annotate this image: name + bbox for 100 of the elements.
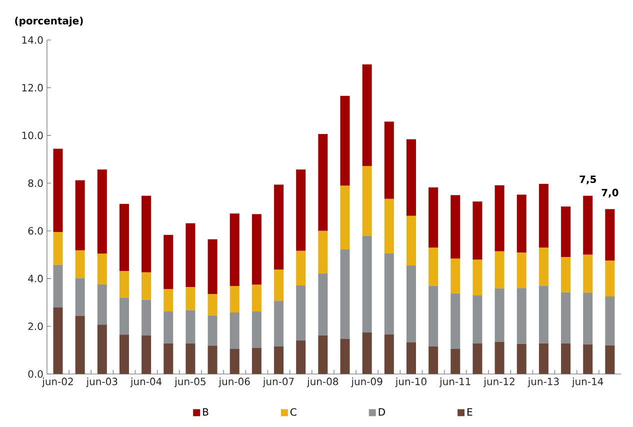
- bar: [406, 139, 416, 216]
- bar: [252, 348, 262, 374]
- bar: [296, 250, 306, 286]
- bar: [142, 272, 152, 300]
- bar: [164, 311, 174, 344]
- bar: [208, 294, 218, 316]
- bar: [75, 250, 85, 278]
- bar: [97, 170, 107, 254]
- bar: [296, 170, 306, 251]
- bar: [296, 340, 306, 374]
- bar: [538, 343, 548, 374]
- bar: [406, 216, 416, 266]
- bar: [186, 310, 196, 344]
- bar: [142, 196, 152, 272]
- bar: [318, 230, 328, 274]
- bar: [208, 346, 218, 374]
- bar: [97, 284, 107, 325]
- bar: [318, 134, 328, 231]
- bar: [450, 293, 460, 349]
- bar: [53, 307, 63, 374]
- bar: [428, 346, 438, 374]
- bar: [274, 184, 284, 270]
- bar: [362, 332, 372, 374]
- bar: [230, 213, 240, 286]
- bar: [406, 265, 416, 342]
- x-tick-label: jun-11: [439, 378, 470, 388]
- x-tick-label: jun-03: [86, 378, 118, 388]
- bar: [561, 257, 571, 292]
- bar: [516, 288, 526, 344]
- x-tick-label: jun-02: [42, 378, 73, 388]
- bar: [142, 335, 152, 374]
- bar: [428, 187, 438, 248]
- bar: [318, 335, 328, 374]
- bar: [494, 251, 504, 288]
- x-tick-label: jun-08: [306, 378, 338, 388]
- bar: [274, 270, 284, 301]
- x-tick-label: jun-04: [130, 378, 162, 388]
- bar: [230, 348, 240, 374]
- bar: [472, 296, 482, 344]
- bar: [605, 296, 615, 346]
- legend-label: B: [203, 408, 208, 416]
- bar: [53, 148, 63, 232]
- bar: [119, 298, 129, 335]
- bar: [75, 180, 85, 250]
- total-label: 7,5: [580, 176, 596, 184]
- legend-label: D: [378, 408, 385, 416]
- bar: [605, 209, 615, 260]
- bar: [340, 96, 350, 186]
- bar: [362, 166, 372, 236]
- bar: [97, 254, 107, 285]
- bar: [583, 254, 593, 293]
- bar: [605, 345, 615, 374]
- bar: [538, 184, 548, 248]
- bar: [384, 254, 394, 334]
- bar: [230, 312, 240, 349]
- bar: [494, 185, 504, 252]
- y-tick-label: 0.0: [28, 370, 43, 378]
- bar: [142, 300, 152, 336]
- bar: [472, 260, 482, 296]
- bar: [164, 343, 174, 374]
- bar: [406, 342, 416, 374]
- bar: [75, 278, 85, 316]
- bar: [75, 316, 85, 374]
- x-tick-label: jun-14: [572, 378, 604, 388]
- bar: [583, 196, 593, 255]
- bar: [274, 300, 284, 346]
- bar: [53, 264, 63, 308]
- y-tick-label: 2.0: [28, 322, 43, 330]
- bar: [494, 342, 504, 374]
- x-tick-label: jun-12: [484, 378, 514, 388]
- legend-label: C: [290, 408, 296, 416]
- bar: [230, 286, 240, 312]
- bar: [186, 223, 196, 288]
- bar: [494, 288, 504, 342]
- bar: [472, 202, 482, 260]
- bar: [164, 234, 174, 290]
- bar: [428, 286, 438, 346]
- bar: [538, 286, 548, 344]
- bar: [384, 334, 394, 374]
- bar: [583, 292, 593, 344]
- bar: [428, 248, 438, 286]
- x-tick-label: jun-10: [395, 378, 426, 388]
- bar: [450, 195, 460, 259]
- bar: [561, 206, 571, 258]
- bar: [296, 285, 306, 340]
- bar: [252, 284, 262, 312]
- bar: [252, 311, 262, 348]
- bar: [340, 186, 350, 250]
- bar: [538, 248, 548, 286]
- bar: [97, 324, 107, 374]
- legend-label: E: [468, 408, 472, 416]
- bar: [119, 271, 129, 298]
- bar: [53, 232, 63, 265]
- bar: [472, 343, 482, 374]
- bar: [164, 289, 174, 312]
- x-tick-label: jun-05: [174, 378, 206, 388]
- bar: [516, 194, 526, 253]
- bar: [516, 252, 526, 288]
- bar: [516, 344, 526, 374]
- y-tick-label: 12.0: [22, 84, 43, 92]
